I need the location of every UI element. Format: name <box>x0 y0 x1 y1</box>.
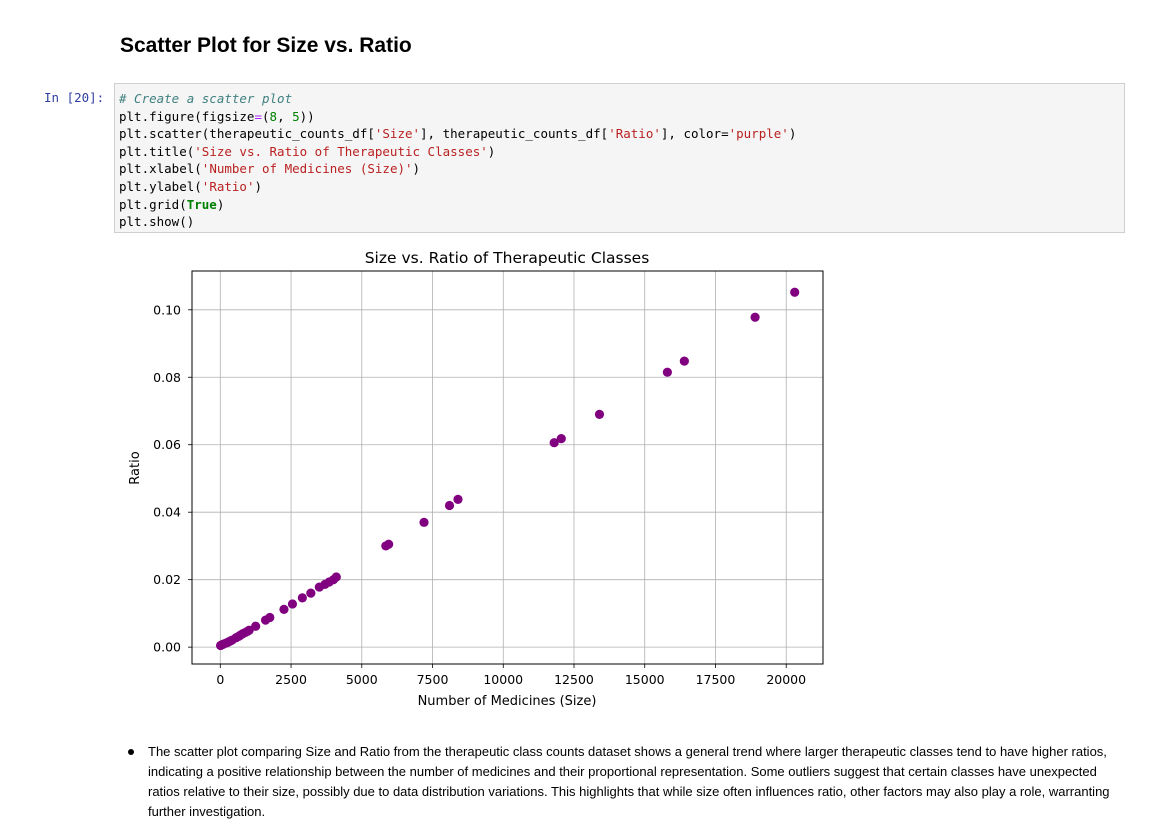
x-tick-label: 7500 <box>417 672 449 687</box>
code-line: plt.xlabel('Number of Medicines (Size)') <box>119 161 421 177</box>
y-tick-label: 0.08 <box>153 370 181 385</box>
data-point <box>251 621 261 631</box>
code-line: # Create a scatter plot <box>119 91 293 106</box>
x-tick-label: 15000 <box>625 672 665 687</box>
data-point <box>306 588 316 598</box>
x-tick-label: 5000 <box>346 672 378 687</box>
data-point <box>556 434 566 444</box>
y-tick-label: 0.06 <box>153 437 181 452</box>
chart-grid <box>192 271 823 664</box>
section-heading: Scatter Plot for Size vs. Ratio <box>120 34 412 57</box>
code-editor[interactable]: # Create a scatter plot plt.figure(figsiz… <box>119 90 796 231</box>
code-line: plt.scatter(therapeutic_counts_df['Size'… <box>119 126 797 142</box>
cell-prompt: In [20]: <box>44 90 105 105</box>
data-point <box>453 494 463 504</box>
observation-item: The scatter plot comparing Size and Rati… <box>128 742 1118 822</box>
chart-title: Size vs. Ratio of Therapeutic Classes <box>365 249 650 267</box>
x-axis-ticks: 0 2500 5000 7500 10000 12500 15000 17500 20000 <box>216 664 806 687</box>
x-tick-label: 20000 <box>766 672 806 687</box>
data-point <box>419 517 429 527</box>
y-axis-label: Ratio <box>128 451 143 484</box>
x-tick-label: 0 <box>216 672 224 687</box>
y-axis-ticks: 0.00 0.02 0.04 0.06 0.08 0.10 <box>153 302 192 655</box>
data-point <box>679 356 689 366</box>
code-line: plt.figure(figsize=(8, 5)) <box>119 108 315 124</box>
y-tick-label: 0.02 <box>153 572 181 587</box>
code-cell[interactable]: # Create a scatter plot plt.figure(figsiz… <box>114 83 1125 233</box>
code-line: plt.show() <box>119 214 195 230</box>
data-point <box>444 500 455 511</box>
data-point <box>750 312 760 322</box>
data-point <box>790 287 800 297</box>
y-tick-label: 0.00 <box>153 640 181 655</box>
plot-frame <box>191 270 824 665</box>
code-line: plt.grid(True) <box>119 196 225 212</box>
x-axis-label: Number of Medicines (Size) <box>418 694 597 709</box>
x-tick-label: 17500 <box>696 672 736 687</box>
code-line: plt.ylabel('Ratio') <box>119 178 263 194</box>
observation-list: The scatter plot comparing Size and Rati… <box>128 742 1118 822</box>
x-tick-label: 12500 <box>554 672 594 687</box>
data-point <box>297 593 307 603</box>
data-point <box>279 604 289 614</box>
data-point <box>265 612 275 623</box>
x-tick-label: 2500 <box>275 672 307 687</box>
data-point <box>594 409 605 419</box>
scatter-points <box>215 287 800 651</box>
data-point <box>331 572 341 582</box>
x-tick-label: 10000 <box>483 672 523 687</box>
data-point <box>384 539 394 549</box>
data-point <box>287 599 298 609</box>
data-point <box>662 367 672 377</box>
scatter-chart: Size vs. Ratio of Therapeutic Classes 0 2… <box>128 249 824 709</box>
data-point <box>549 438 559 448</box>
y-tick-label: 0.10 <box>153 302 181 317</box>
y-tick-label: 0.04 <box>153 505 181 520</box>
code-line: plt.title('Size vs. Ratio of Therapeutic… <box>119 143 496 159</box>
